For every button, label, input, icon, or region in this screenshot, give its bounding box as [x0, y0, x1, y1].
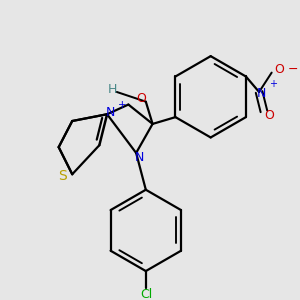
Text: Cl: Cl	[141, 288, 153, 300]
Text: +: +	[268, 79, 277, 89]
Text: N: N	[134, 151, 144, 164]
Text: O: O	[136, 92, 146, 105]
Text: S: S	[58, 169, 67, 183]
Text: +: +	[118, 100, 127, 110]
Text: −: −	[288, 63, 298, 76]
Text: N: N	[105, 106, 115, 119]
Text: H: H	[108, 82, 118, 96]
Text: O: O	[264, 109, 274, 122]
Text: N: N	[256, 87, 266, 101]
Text: O: O	[274, 63, 284, 76]
